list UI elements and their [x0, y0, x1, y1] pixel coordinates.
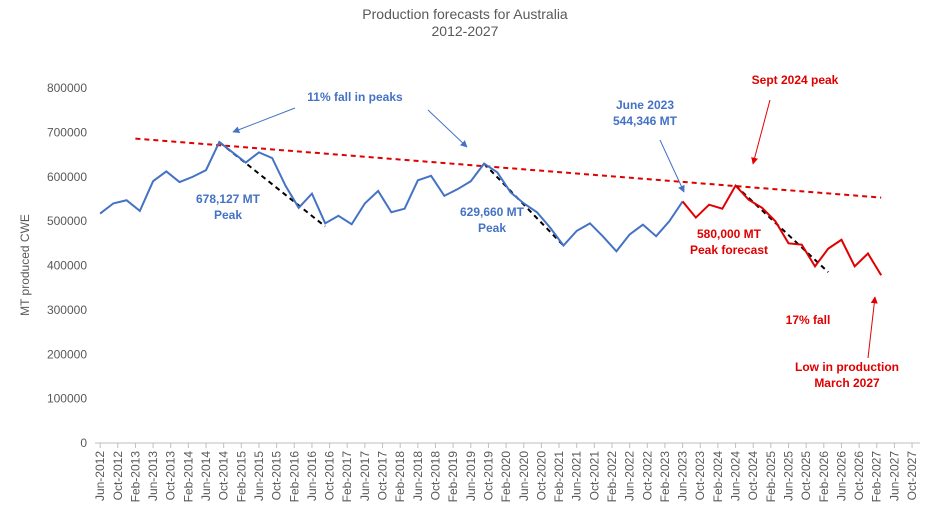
x-tick-label: Jun-2014: [199, 451, 213, 501]
x-tick-label: Feb-2015: [234, 451, 248, 503]
chart-title: Production forecasts for Australia: [362, 6, 568, 22]
arrow: [232, 107, 296, 133]
x-tick-label: Oct-2026: [852, 451, 866, 501]
x-tick-label: Jun-2019: [464, 451, 478, 501]
x-tick-label: Oct-2018: [428, 451, 442, 501]
x-tick-label: Feb-2023: [658, 451, 672, 503]
x-tick-label: Feb-2013: [128, 451, 142, 503]
annotation: 11% fall in peaks: [307, 90, 403, 104]
x-tick-label: Jun-2022: [623, 451, 637, 501]
x-tick-label: Oct-2015: [270, 451, 284, 501]
x-tick-label: Jun-2024: [729, 451, 743, 501]
x-tick-label: Feb-2024: [711, 451, 725, 503]
y-tick-label: 300000: [47, 303, 87, 317]
x-tick-label: Jun-2021: [570, 451, 584, 501]
x-tick-label: Jun-2020: [517, 451, 531, 501]
x-tick-label: Feb-2027: [870, 451, 884, 503]
x-tick-label: Jun-2027: [887, 451, 901, 501]
x-tick-label: Jun-2016: [305, 451, 319, 501]
arrow: [427, 109, 468, 148]
x-tick-label: Oct-2012: [111, 451, 125, 501]
x-tick-label: Feb-2025: [764, 451, 778, 503]
annotation: March 2027: [814, 376, 880, 390]
x-tick-label: Oct-2021: [587, 451, 601, 501]
annotation: 544,346 MT: [613, 114, 678, 128]
x-tick-label: Feb-2020: [499, 451, 513, 503]
x-tick-label: Feb-2019: [446, 451, 460, 503]
x-tick-label: Oct-2020: [534, 451, 548, 501]
annotation: 17% fall: [786, 313, 831, 327]
chart-subtitle: 2012-2027: [432, 23, 499, 39]
x-tick-label: Feb-2018: [393, 451, 407, 503]
y-tick-label: 500000: [47, 214, 87, 228]
annotation: Peak: [478, 221, 506, 235]
x-tick-label: Jun-2015: [252, 451, 266, 501]
x-tick-label: Oct-2022: [640, 451, 654, 501]
annotation: 629,660 MT: [460, 205, 525, 219]
y-tick-label: 400000: [47, 259, 87, 273]
x-tick-label: Feb-2017: [340, 451, 354, 503]
x-tick-label: Oct-2024: [746, 451, 760, 501]
y-tick-label: 200000: [47, 347, 87, 361]
x-tick-label: Oct-2025: [799, 451, 813, 501]
x-tick-label: Feb-2021: [552, 451, 566, 503]
x-tick-label: Oct-2017: [376, 451, 390, 501]
arrow: [751, 99, 771, 165]
annotation: Peak: [214, 208, 242, 222]
x-tick-label: Oct-2016: [323, 451, 337, 501]
series-line: [681, 183, 883, 276]
y-tick-label: 600000: [47, 170, 87, 184]
annotation: June 2023: [616, 98, 674, 112]
arrow: [867, 296, 878, 359]
x-tick-label: Jun-2012: [93, 451, 107, 501]
y-axis-label: MT produced CWE: [18, 214, 32, 316]
x-tick-label: Feb-2022: [605, 451, 619, 503]
y-tick-label: 800000: [47, 81, 87, 95]
x-tick-label: Feb-2016: [287, 451, 301, 503]
x-tick-label: Oct-2014: [217, 451, 231, 501]
x-tick-label: Oct-2019: [481, 451, 495, 501]
x-tick-label: Oct-2027: [905, 451, 919, 501]
annotation: Low in production: [795, 360, 899, 374]
arrow: [659, 139, 685, 193]
x-tick-label: Oct-2013: [164, 451, 178, 501]
annotation: Sept 2024 peak: [752, 73, 839, 87]
y-tick-label: 700000: [47, 125, 87, 139]
y-tick-label: 0: [80, 436, 87, 450]
x-tick-label: Jun-2025: [782, 451, 796, 501]
x-tick-label: Jun-2026: [834, 451, 848, 501]
x-tick-label: Jun-2013: [146, 451, 160, 501]
x-tick-label: Jun-2023: [676, 451, 690, 501]
annotation: 678,127 MT: [196, 192, 261, 206]
y-tick-label: 100000: [47, 392, 87, 406]
x-tick-label: Feb-2014: [181, 451, 195, 503]
x-tick-label: Oct-2023: [693, 451, 707, 501]
x-tick-label: Feb-2026: [817, 451, 831, 503]
x-tick-label: Jun-2018: [411, 451, 425, 501]
series-line: [99, 140, 684, 253]
trend-line: [135, 137, 882, 199]
annotation: Peak forecast: [690, 243, 768, 257]
annotation: 580,000 MT: [697, 227, 762, 241]
x-tick-label: Jun-2017: [358, 451, 372, 501]
